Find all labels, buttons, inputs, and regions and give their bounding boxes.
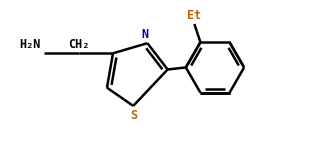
- Text: S: S: [131, 109, 138, 122]
- Text: N: N: [142, 28, 149, 41]
- Text: CH₂: CH₂: [68, 38, 89, 51]
- Text: Et: Et: [187, 9, 202, 22]
- Text: H₂N: H₂N: [20, 38, 41, 51]
